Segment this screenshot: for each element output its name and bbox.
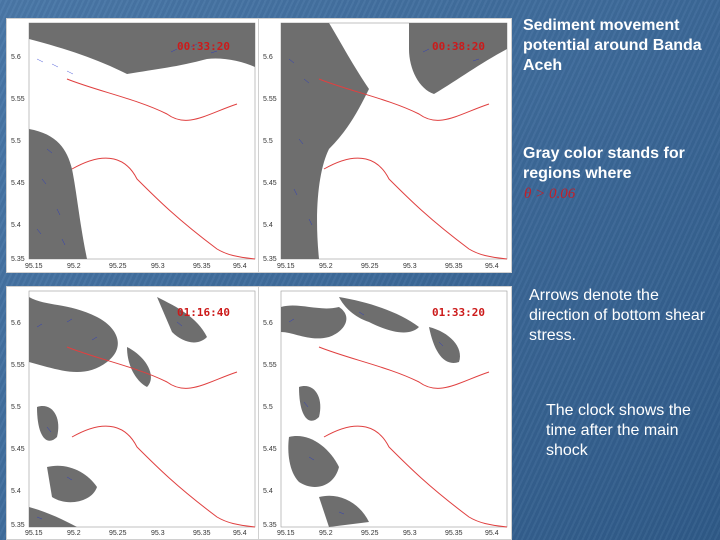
x-tick: 95.2: [319, 263, 333, 270]
y-tick: 5.55: [11, 96, 25, 103]
x-tick: 95.25: [361, 530, 379, 537]
clock-label-2: 00:38:20: [432, 40, 485, 53]
x-tick: 95.35: [445, 263, 463, 270]
y-tick: 5.55: [11, 362, 25, 369]
x-tick: 95.35: [445, 530, 463, 537]
x-tick: 95.15: [277, 530, 295, 537]
y-tick: 5.55: [263, 362, 277, 369]
x-tick: 95.35: [193, 530, 211, 537]
map-plot-2: [280, 22, 508, 260]
theta-expression: θ > 0.06: [524, 186, 576, 202]
x-tick: 95.3: [151, 263, 165, 270]
clock-label-3: 01:16:40: [177, 306, 230, 319]
y-tick: 5.45: [11, 180, 25, 187]
map-plot-1: [28, 22, 256, 260]
y-tick: 5.35: [263, 256, 277, 263]
y-tick: 5.45: [263, 180, 277, 187]
map-panel-2: 00:38:20 5.6 5.55 5.5 5.45 5.4 5.35 95.1…: [258, 18, 512, 273]
x-tick: 95.2: [67, 530, 81, 537]
y-tick: 5.4: [263, 222, 273, 229]
x-tick: 95.4: [485, 263, 499, 270]
map-plot-4: [280, 290, 508, 528]
x-tick: 95.15: [25, 263, 43, 270]
x-tick: 95.3: [403, 263, 417, 270]
y-tick: 5.6: [263, 320, 273, 327]
x-tick: 95.4: [233, 530, 247, 537]
map-panel-4: 01:33:20 5.6 5.55 5.5 5.45 5.4 5.35 95.1…: [258, 286, 512, 540]
x-tick: 95.3: [403, 530, 417, 537]
y-tick: 5.6: [11, 54, 21, 61]
y-tick: 5.35: [11, 256, 25, 263]
map-panel-1: 00:33:20 5.6 5.55 5.5 5.45 5.4 5.35 95.1…: [6, 18, 260, 273]
x-tick: 95.25: [109, 530, 127, 537]
y-tick: 5.5: [263, 404, 273, 411]
y-tick: 5.4: [11, 222, 21, 229]
x-tick: 95.25: [361, 263, 379, 270]
y-tick: 5.4: [263, 488, 273, 495]
x-tick: 95.3: [151, 530, 165, 537]
arrows-note: Arrows denote the direction of bottom sh…: [529, 287, 706, 344]
y-tick: 5.55: [263, 96, 277, 103]
x-tick: 95.2: [67, 263, 81, 270]
slide-title: Sediment movement potential around Banda…: [523, 17, 702, 74]
x-tick: 95.4: [485, 530, 499, 537]
x-tick: 95.25: [109, 263, 127, 270]
map-panel-3: 01:16:40 5.6 5.55 5.5 5.45 5.4 5.35 95.1…: [6, 286, 260, 540]
y-tick: 5.45: [263, 446, 277, 453]
x-tick: 95.15: [25, 530, 43, 537]
y-tick: 5.6: [11, 320, 21, 327]
clock-note: The clock shows the time after the main …: [546, 402, 691, 459]
x-tick: 95.15: [277, 263, 295, 270]
y-tick: 5.5: [11, 404, 21, 411]
x-tick: 95.35: [193, 263, 211, 270]
y-tick: 5.5: [263, 138, 273, 145]
x-tick: 95.4: [233, 263, 247, 270]
y-tick: 5.35: [263, 522, 277, 529]
clock-label-4: 01:33:20: [432, 306, 485, 319]
gray-note: Gray color stands for regions where: [523, 145, 685, 182]
y-tick: 5.6: [263, 54, 273, 61]
y-tick: 5.45: [11, 446, 25, 453]
map-plot-3: [28, 290, 256, 528]
y-tick: 5.35: [11, 522, 25, 529]
y-tick: 5.5: [11, 138, 21, 145]
y-tick: 5.4: [11, 488, 21, 495]
clock-label-1: 00:33:20: [177, 40, 230, 53]
x-tick: 95.2: [319, 530, 333, 537]
